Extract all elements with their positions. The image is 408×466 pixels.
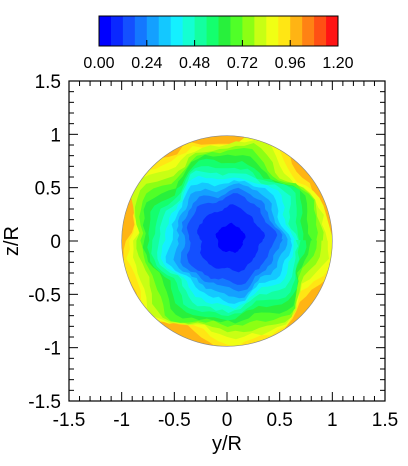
colorbar-swatch — [146, 16, 160, 46]
contour-level — [215, 222, 246, 253]
y-tick-label: 0.5 — [35, 179, 61, 200]
y-axis-label: z/R — [1, 226, 23, 256]
x-tick-label: 0.5 — [266, 410, 292, 431]
colorbar-swatch — [99, 16, 112, 46]
colorbar-swatch — [290, 16, 303, 46]
x-tick-label: -0.5 — [158, 410, 191, 431]
colorbar-tick-label: 0.96 — [275, 55, 306, 72]
colorbar-tick-label: 1.20 — [322, 55, 353, 72]
colorbar-swatch — [194, 16, 207, 46]
y-tick-label: -1 — [44, 339, 61, 360]
y-tick-label: -1.5 — [28, 392, 61, 413]
colorbar-frame — [98, 15, 339, 47]
y-tick-label: 1 — [50, 125, 61, 146]
colorbar-tick-label: 0.72 — [227, 55, 258, 72]
colorbar-swatch — [218, 16, 231, 46]
y-tick-label: 1.5 — [35, 72, 61, 93]
plot-area — [121, 135, 333, 347]
colorbar-swatch — [254, 16, 267, 46]
colorbar-swatch — [170, 16, 184, 46]
colorbar-swatch — [230, 16, 243, 46]
x-tick-label: -1 — [113, 410, 130, 431]
colorbar-swatch — [134, 16, 148, 46]
x-axis-label: y/R — [212, 433, 242, 455]
colorbar-tick-label: 0.00 — [83, 55, 114, 72]
colorbar: 0.00 0.24 0.48 0.72 0.96 1.20 — [83, 15, 354, 72]
colorbar-swatch — [242, 16, 255, 46]
colorbar-swatch — [182, 16, 195, 46]
colorbar-tick-label: 0.48 — [179, 55, 210, 72]
x-tick-label: -1.5 — [53, 410, 86, 431]
colorbar-swatch — [266, 16, 279, 46]
colorbar-swatch — [206, 16, 219, 46]
x-tick-label: 1.5 — [372, 410, 398, 431]
y-tick-label: -0.5 — [28, 285, 61, 306]
colorbar-swatch — [158, 16, 172, 46]
x-tick-label: 1 — [327, 410, 338, 431]
colorbar-swatch — [278, 16, 291, 46]
colorbar-swatch — [326, 16, 339, 46]
colorbar-swatch — [314, 16, 327, 46]
y-tick-label: 0 — [50, 232, 61, 253]
colorbar-swatch — [302, 16, 315, 46]
colorbar-swatch — [110, 16, 124, 46]
axes: -1.5 -1 -0.5 0 0.5 1 1.5 1.5 1 0.5 0 -0.5 -1 -1.5 — [28, 72, 398, 431]
colorbar-tick-label: 0.24 — [131, 55, 162, 72]
colorbar-swatch — [122, 16, 136, 46]
contour-field — [121, 135, 333, 347]
domain-boundary — [121, 135, 333, 347]
x-tick-label: 0 — [222, 410, 233, 431]
